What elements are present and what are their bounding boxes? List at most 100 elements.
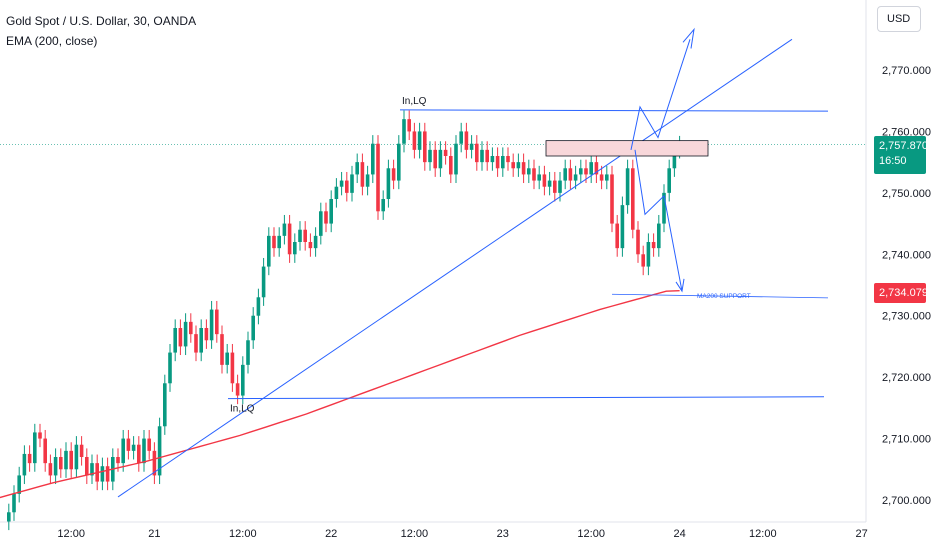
candle-body (579, 168, 583, 175)
candle-body (69, 450, 73, 470)
candle-body (33, 432, 37, 464)
candle-body (194, 334, 198, 353)
symbol-title[interactable]: Gold Spot / U.S. Dollar, 30, OANDA (6, 14, 197, 28)
candle-body (360, 162, 365, 187)
candle-body (308, 242, 313, 249)
candle-body (329, 199, 333, 224)
candle-body (553, 180, 557, 193)
ema-200-line (0, 289, 680, 499)
candle-body (142, 438, 146, 464)
candle-body (267, 235, 271, 267)
candle-body (615, 223, 619, 249)
ascending-trendline (117, 38, 793, 498)
candle-body (657, 223, 661, 249)
candle-body (521, 162, 526, 175)
liquidity-bottom-label: In,LQ (230, 404, 255, 415)
time-tick-label: 12:00 (57, 528, 85, 540)
candle-body (189, 321, 193, 335)
candle-body (568, 168, 573, 181)
price-tick-label: 2,760.000 (882, 126, 931, 138)
last-price-badge: 2,757.870 16:50 (874, 136, 928, 174)
chart-legend: Gold Spot / U.S. Dollar, 30, OANDA EMA (… (6, 11, 196, 51)
candle-body (27, 453, 32, 464)
candle-body (397, 143, 401, 181)
candle-body (152, 450, 157, 476)
candle-body (157, 426, 162, 476)
candle-body (100, 466, 105, 482)
ma200-support-line (611, 293, 829, 299)
candle-body (137, 444, 141, 464)
candle-body (183, 321, 188, 347)
candle-body (537, 174, 541, 181)
currency-button[interactable]: USD (877, 6, 921, 32)
candle-body (443, 149, 448, 156)
supply-zone-box (545, 140, 709, 157)
candle-body (345, 180, 349, 193)
candle-body (355, 162, 359, 175)
projection-up-path (630, 39, 691, 150)
candle-body (542, 174, 547, 187)
candle-body (334, 186, 339, 199)
candle-body (646, 242, 651, 267)
candle-body (48, 463, 53, 476)
last-price-value: 2,757.870 (879, 140, 928, 152)
candle-body (53, 457, 58, 476)
candle-body (371, 143, 375, 175)
price-tick-label: 2,720.000 (882, 372, 931, 384)
candle-body (594, 162, 599, 175)
candle-body (209, 309, 214, 341)
candle-body (12, 493, 16, 513)
price-tick-label: 2,740.000 (882, 249, 931, 261)
liquidity-top-label: In,LQ (402, 96, 427, 107)
candle-body (38, 432, 42, 439)
candle-body (391, 168, 396, 181)
candle-body (215, 309, 219, 335)
time-axis: 12:00 21 12:00 22 12:00 23 12:00 24 12:00 27 (57, 528, 867, 540)
candle-body (667, 168, 671, 193)
candle-body (506, 156, 510, 163)
candle-body (225, 352, 229, 365)
candle-body (256, 297, 261, 316)
candle-body (547, 180, 552, 187)
candle-body (490, 156, 495, 163)
candle-body (625, 168, 630, 206)
candle-body (313, 235, 318, 249)
candle-body (163, 383, 167, 427)
candle-body (7, 512, 11, 522)
candle-body (636, 229, 640, 255)
candle-body (558, 180, 562, 193)
candle-body (272, 235, 276, 249)
candle-body (43, 438, 47, 464)
candle-body (131, 444, 136, 451)
candle-body (501, 156, 505, 169)
candle-body (74, 444, 79, 470)
candle-body (672, 149, 677, 169)
candle-body (469, 143, 474, 150)
price-tick-label: 2,710.000 (882, 434, 931, 446)
candle-body (605, 174, 609, 181)
candle-body (610, 174, 614, 224)
candle-body (449, 156, 453, 175)
candle-body (438, 149, 443, 169)
projection-down-path (634, 149, 683, 292)
ma200-support-label: MA200 SUPPORT (697, 293, 751, 300)
candle-body (282, 223, 287, 236)
time-tick-label: 22 (325, 528, 337, 540)
liquidity-bottom-line (227, 396, 825, 400)
candle-body (105, 466, 110, 482)
candle-body (402, 119, 406, 144)
candle-body (417, 131, 422, 150)
candle-body (584, 168, 588, 175)
candle-body (631, 168, 635, 230)
time-tick-label: 21 (148, 528, 160, 540)
indicator-label[interactable]: EMA (200, close) (6, 34, 98, 48)
liquidity-top-line (399, 109, 829, 112)
time-tick-label: 27 (855, 528, 867, 540)
candle-body (459, 131, 463, 144)
candle-body (651, 242, 656, 249)
candle-body (480, 149, 484, 163)
candle-body (199, 328, 203, 353)
candle-body (381, 199, 385, 212)
candle-body (376, 143, 380, 212)
